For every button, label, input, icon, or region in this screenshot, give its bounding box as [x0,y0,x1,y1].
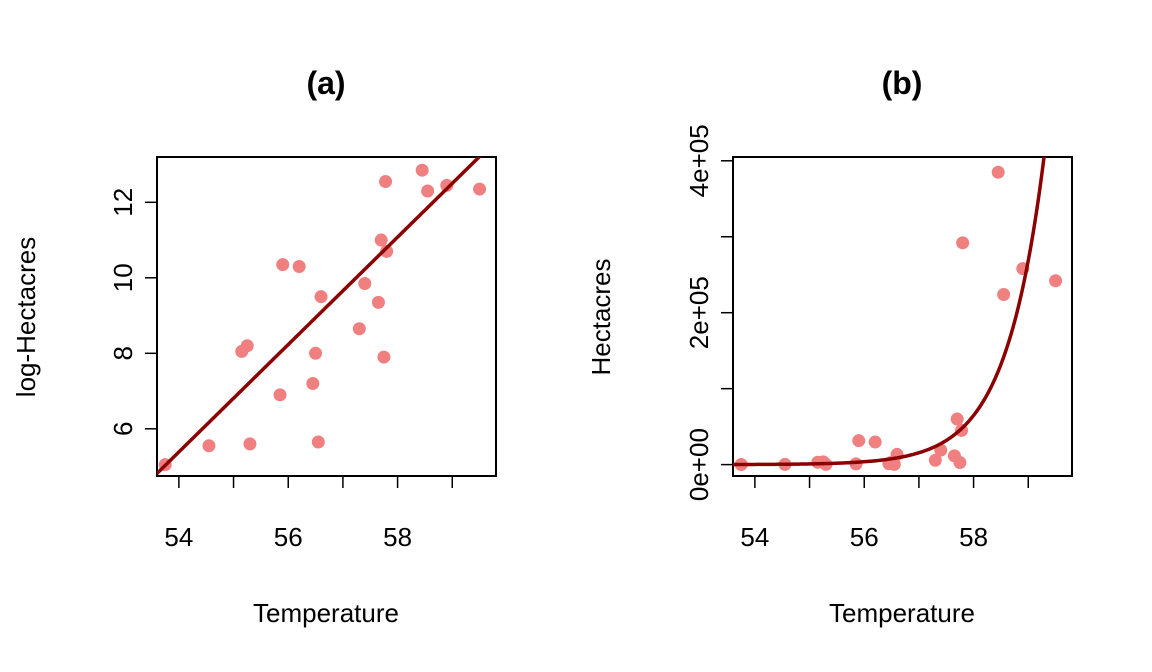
panel-b-point [956,236,970,250]
panel-a-point [473,182,487,196]
panel-a-marks [157,157,487,475]
panel-a-x-tick-label: 58 [383,522,412,552]
panel-b-xlabel: Temperature [829,598,975,628]
panel-a-y-tick-label: 8 [108,346,138,360]
panel-a-y-tick-label: 12 [108,188,138,217]
panel-b-y-tick-label: 4e+05 [684,124,714,197]
panel-b-point [950,412,964,426]
panel-b-marks [733,157,1063,471]
panel-b-point [991,165,1005,179]
panel-a-ylabel: log-Hectacres [11,237,41,397]
panel-b-point [1049,274,1063,288]
panel-a-point [306,377,320,391]
panel-a-point [273,388,287,402]
panel-a-y-tick-label: 6 [108,422,138,436]
panel-b-y-tick-label: 0e+00 [684,428,714,501]
panel-a-x-axis: 54 56 58 [164,476,454,552]
panel-a-point [276,258,290,272]
panel-b-point [928,453,942,467]
panel-a-y-tick-label: 10 [108,263,138,292]
panel-b-point [868,435,882,449]
panel-a-point [243,437,257,451]
panel-b-y-axis: 0e+00 2e+05 4e+05 [684,124,733,501]
panel-a-x-tick-label: 54 [164,522,193,552]
panel-b-fit-line [733,157,1046,467]
panel-b-ylabel: Hectacres [586,258,616,375]
panel-a-point [292,259,306,273]
panel-a-point [440,178,454,192]
panel-a-point [311,435,325,449]
panel-a-point [202,439,216,453]
panel-b-point [852,434,866,448]
panel-b-x-tick-label: 54 [740,522,769,552]
panel-a-point [374,233,388,247]
panel-a-plot-frame [156,156,497,477]
panel-b-title: (b) [882,65,923,101]
panel-b-x-axis: 54 56 58 [740,476,1030,552]
panel-a-point [352,322,366,336]
panel-b-point [887,457,901,471]
panel-a-point [358,276,372,290]
panel-a-point [379,175,393,189]
panel-b-point [953,456,967,470]
panel-a-fit-line [157,157,482,475]
panel-a-xlabel: Temperature [253,598,399,628]
panel-b-point [997,287,1011,301]
panel-a-point [377,350,391,364]
panel-a-x-tick-label: 56 [274,522,303,552]
panel-a-point [380,244,394,258]
panel-b-x-tick-label: 58 [959,522,988,552]
panel-a-point [371,295,385,309]
panel-a-point [314,290,328,304]
panel-a-point [421,184,435,198]
panel-a: (a) Temperature log-Hectacres 54 56 58 6 8 1… [11,65,497,628]
panel-a-point [415,163,429,177]
panel-a-point [240,339,254,353]
panel-a-point [309,346,323,360]
panel-a-title: (a) [306,65,345,101]
panel-b: (b) Temperature Hectacres 54 56 58 0e+00 2e… [586,65,1073,628]
panel-b-y-tick-label: 2e+05 [684,276,714,349]
panel-b-plot-frame [732,156,1073,477]
panel-b-x-tick-label: 56 [850,522,879,552]
panel-a-y-axis: 6 8 10 12 [108,188,157,436]
